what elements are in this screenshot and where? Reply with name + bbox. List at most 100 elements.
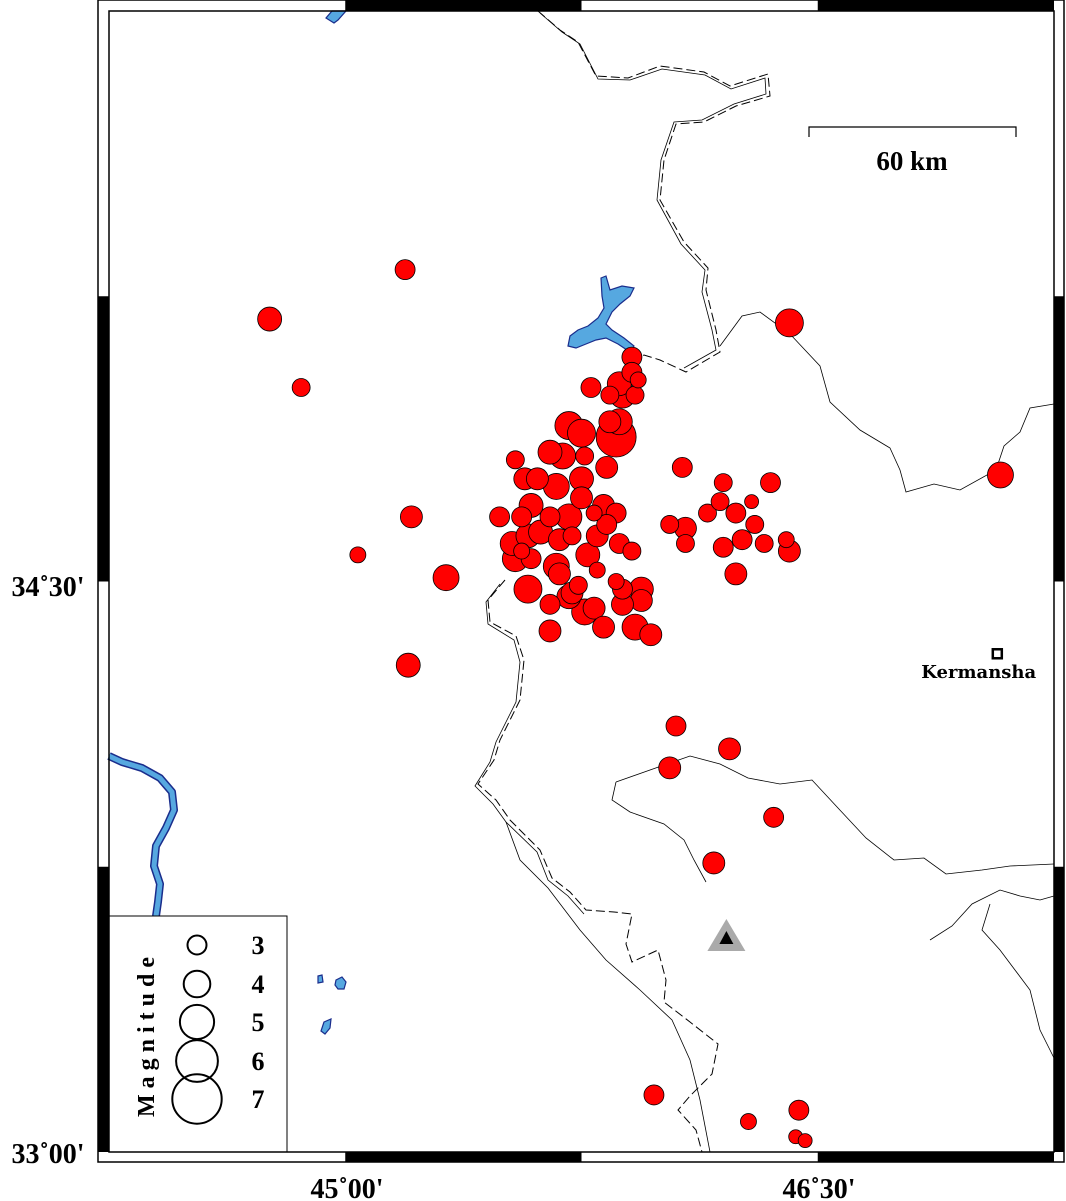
province-boundary-3: [611, 781, 707, 883]
legend-label-7: 7: [252, 1085, 265, 1114]
earthquake-event: [526, 467, 549, 491]
legend-label-6: 6: [252, 1047, 265, 1076]
frame-segment: [98, 866, 109, 1152]
frame-segment: [98, 296, 109, 582]
earthquake-event: [639, 623, 663, 647]
earthquake-event: [513, 542, 531, 560]
frame-segment: [817, 1152, 1054, 1162]
earthquake-event: [539, 506, 561, 528]
earthquake-event: [600, 385, 620, 405]
province-boundary-5: [929, 889, 1055, 1059]
earthquake-event: [598, 410, 622, 434]
reservoir-lake: [567, 275, 635, 353]
map-frame: [97, 0, 1065, 1163]
magnitude-legend: Magnitude 3 4 5 6 7: [108, 915, 288, 1153]
earthquake-event: [432, 564, 460, 592]
city-label: Kermansha: [921, 662, 1036, 683]
earthquake-event: [702, 851, 726, 875]
small-lake-2: [334, 976, 347, 990]
legend-circle-6: [175, 1039, 219, 1083]
frame-segment: [345, 1152, 582, 1162]
water-bodies: [317, 10, 635, 1035]
earthquake-event: [740, 1113, 757, 1130]
lon-label-46-30: 46˚30': [782, 1174, 855, 1201]
legend-label-3: 3: [252, 931, 265, 960]
earthquake-events: [257, 259, 1014, 1148]
earthquake-event: [754, 534, 774, 553]
scale-bar-label: 60 km: [876, 146, 948, 176]
lake-top: [325, 10, 348, 24]
earthquake-event: [676, 534, 695, 553]
scale-bar-line: [808, 126, 1017, 137]
earthquake-event: [537, 439, 563, 465]
earthquake-event: [513, 574, 543, 604]
earthquake-event: [575, 446, 595, 466]
earthquake-event: [625, 385, 645, 405]
earthquake-event: [797, 1133, 813, 1148]
square-marker-icon: [991, 648, 1004, 660]
earthquake-event: [788, 1099, 810, 1121]
river-fill: [107, 753, 177, 917]
axis-labels: 34˚30' 33˚00' 45˚00' 46˚30': [11, 572, 855, 1201]
legend-label-4: 4: [252, 970, 265, 999]
earthquake-event: [585, 504, 603, 522]
triangle-station-icon: [707, 919, 746, 952]
earthquake-event: [671, 456, 693, 478]
legend-circle-4: [182, 969, 212, 999]
earthquake-event: [582, 596, 606, 620]
earthquake-event: [712, 536, 734, 558]
frame-segment: [345, 0, 582, 11]
earthquake-event: [588, 561, 606, 579]
frame-segment: [1054, 866, 1064, 1152]
earthquake-event: [777, 531, 795, 549]
legend-label-5: 5: [252, 1008, 265, 1037]
earthquake-event: [596, 514, 618, 535]
lat-label-33-00: 33˚00': [11, 1139, 84, 1170]
earthquake-event: [395, 652, 421, 678]
earthquake-event: [629, 371, 647, 389]
earthquake-event: [643, 1084, 665, 1106]
earthquake-event: [349, 546, 367, 564]
legend-circle-5: [178, 1003, 216, 1041]
earthquake-event: [539, 593, 561, 615]
earthquake-event: [622, 541, 642, 561]
city-kermanshah: Kermansha: [921, 648, 1037, 683]
lat-label-34-30: 34˚30': [11, 572, 84, 603]
earthquake-event: [775, 308, 804, 338]
earthquake-event: [629, 589, 653, 612]
earthquake-event: [257, 306, 283, 332]
earthquake-event: [570, 486, 593, 510]
legend-circle-3: [186, 934, 208, 956]
international-border-line: [474, 12, 767, 915]
earthquake-event: [595, 455, 619, 479]
earthquake-event: [698, 503, 717, 523]
earthquake-event: [394, 259, 416, 281]
station-triangle-inner: [719, 931, 734, 945]
earthquake-event: [575, 542, 601, 568]
legend-title: Magnitude: [134, 951, 160, 1117]
earthquake-event: [489, 506, 511, 528]
international-border: [477, 10, 771, 1153]
earthquake-event: [713, 473, 733, 493]
earthquake-event: [568, 575, 588, 595]
earthquake-event: [724, 562, 748, 586]
frame-segment: [1054, 296, 1064, 582]
lon-label-45-00: 45˚00': [310, 1174, 383, 1201]
earthquake-event: [607, 573, 625, 590]
small-lake-3: [320, 1018, 332, 1035]
earthquake-event: [505, 450, 525, 470]
earthquake-event: [763, 806, 785, 828]
earthquake-event: [660, 515, 680, 534]
earthquake-event: [725, 502, 747, 524]
earthquake-event: [665, 715, 687, 737]
earthquake-event: [592, 615, 615, 639]
earthquake-event: [538, 619, 562, 643]
boundaries: [474, 10, 1055, 1153]
earthquake-event: [399, 505, 423, 529]
earthquake-event: [658, 756, 682, 780]
earthquake-event: [567, 418, 596, 448]
earthquake-event: [562, 526, 582, 546]
earthquake-event: [580, 377, 602, 398]
earthquake-event: [548, 562, 571, 586]
earthquake-event: [744, 494, 759, 510]
